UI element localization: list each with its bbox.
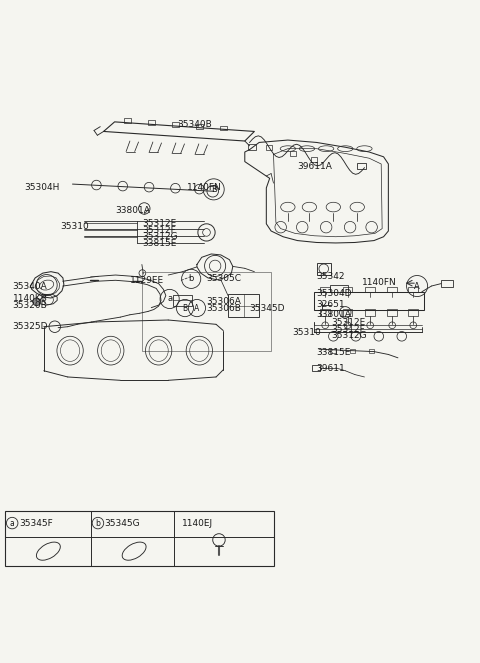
Bar	[228, 294, 259, 317]
Text: 35312E: 35312E	[331, 318, 365, 327]
Bar	[321, 287, 330, 292]
Circle shape	[397, 332, 407, 341]
Text: b: b	[96, 518, 100, 528]
Bar	[248, 144, 256, 150]
Bar	[5, 511, 274, 566]
Bar	[441, 280, 453, 287]
Circle shape	[328, 332, 338, 341]
Text: 35340B: 35340B	[178, 120, 213, 129]
Text: 33815E: 33815E	[317, 348, 351, 357]
Circle shape	[194, 184, 204, 194]
Bar	[148, 120, 155, 125]
Circle shape	[118, 181, 128, 191]
Text: 35340A: 35340A	[12, 282, 48, 291]
Bar	[220, 126, 227, 131]
Bar	[314, 292, 424, 310]
Circle shape	[33, 298, 40, 306]
Text: 35305C: 35305C	[206, 274, 241, 283]
Bar	[369, 349, 374, 353]
Text: 32651: 32651	[317, 300, 345, 309]
Text: 35345G: 35345G	[105, 518, 140, 528]
Bar	[365, 309, 375, 316]
Bar	[330, 349, 336, 353]
Circle shape	[139, 203, 150, 214]
Text: 35310: 35310	[60, 222, 89, 231]
Circle shape	[374, 332, 384, 341]
Text: 35312F: 35312F	[331, 325, 365, 333]
Bar	[321, 309, 330, 316]
Text: A: A	[414, 282, 420, 290]
Text: 35312G: 35312G	[331, 332, 367, 340]
Text: b: b	[189, 274, 194, 283]
Text: 35304D: 35304D	[317, 288, 352, 298]
Text: 35342: 35342	[317, 272, 345, 281]
Text: B: B	[211, 185, 216, 194]
Text: 35312F: 35312F	[142, 225, 176, 235]
Bar	[312, 365, 321, 371]
Text: 33801A: 33801A	[317, 310, 351, 320]
Text: 1140EJ: 1140EJ	[181, 518, 213, 528]
Text: 33801A: 33801A	[116, 206, 150, 215]
Bar	[365, 287, 375, 292]
Text: 35345D: 35345D	[250, 304, 285, 313]
Text: A: A	[194, 304, 200, 312]
Text: 1129EE: 1129EE	[130, 276, 164, 285]
Text: 35345F: 35345F	[19, 518, 53, 528]
Text: B: B	[182, 304, 188, 312]
Bar	[290, 151, 296, 156]
Circle shape	[198, 224, 215, 241]
Bar	[387, 309, 397, 316]
Text: 35304H: 35304H	[24, 184, 60, 192]
Bar	[196, 124, 203, 129]
Text: 39611A: 39611A	[298, 162, 332, 171]
Text: 35320B: 35320B	[12, 301, 48, 310]
Bar	[408, 287, 418, 292]
Text: 35325D: 35325D	[12, 322, 48, 332]
Bar	[408, 309, 418, 316]
Text: 35310: 35310	[293, 328, 322, 337]
Bar	[349, 349, 355, 353]
Text: 35306B: 35306B	[206, 304, 241, 312]
Circle shape	[170, 184, 180, 193]
Bar	[387, 287, 397, 292]
Text: 33815E: 33815E	[142, 239, 176, 248]
Text: 35312G: 35312G	[142, 232, 178, 241]
Text: a: a	[10, 518, 14, 528]
Circle shape	[144, 182, 154, 192]
Text: 39611: 39611	[317, 365, 345, 373]
Bar	[266, 145, 272, 150]
Text: 35312E: 35312E	[142, 219, 176, 228]
Bar	[317, 263, 331, 275]
Bar	[343, 309, 352, 316]
Text: 1140FN: 1140FN	[187, 184, 222, 192]
Bar	[330, 285, 348, 292]
Bar	[357, 163, 366, 169]
Bar	[172, 122, 179, 127]
Bar	[343, 287, 352, 292]
Text: 35306A: 35306A	[206, 297, 241, 306]
Bar	[312, 157, 317, 162]
Circle shape	[351, 332, 360, 341]
Bar	[173, 295, 192, 306]
Circle shape	[92, 180, 101, 190]
Text: 1140FN: 1140FN	[362, 278, 397, 286]
Bar	[124, 118, 131, 123]
Text: 1140KB: 1140KB	[12, 294, 48, 304]
Text: a: a	[167, 294, 172, 304]
Bar	[142, 272, 271, 351]
